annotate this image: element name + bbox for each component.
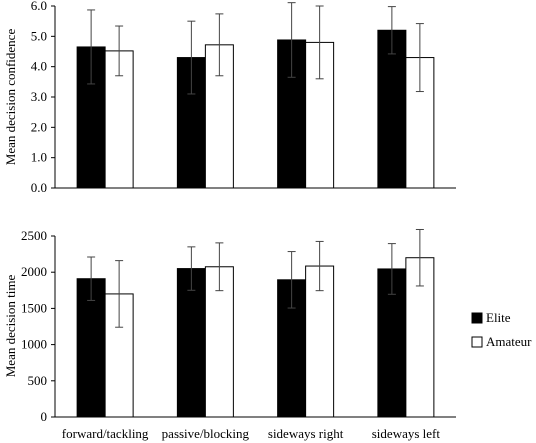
- legend-swatch: [471, 336, 483, 348]
- error-bar: [87, 9, 96, 85]
- error-bar: [287, 2, 296, 78]
- y-tick-label: 500: [28, 373, 48, 388]
- error-bar: [287, 251, 296, 309]
- error-bar: [415, 228, 424, 287]
- y-tick-label: 2000: [21, 264, 47, 279]
- y-axis-label: Mean decision confidence: [3, 29, 18, 166]
- error-bar: [215, 242, 224, 292]
- x-category-label: forward/tackling: [62, 426, 149, 441]
- y-tick-label: 1500: [21, 300, 47, 315]
- legend: Elite Amateur: [471, 310, 532, 349]
- error-bar: [315, 240, 324, 292]
- bar-amateur: [204, 266, 234, 418]
- y-tick-label: 2.0: [31, 119, 47, 134]
- bar-elite: [76, 278, 106, 418]
- decision-time-chart: 0 500 1000 1500 2000 2500 Mean decision time fo…: [3, 228, 456, 441]
- y-tick-label: 5.0: [31, 28, 47, 43]
- error-bar: [87, 256, 96, 301]
- error-bar: [187, 246, 196, 291]
- error-bar: [387, 6, 396, 55]
- legend-label: Elite: [486, 310, 511, 325]
- y-tick-label: 1000: [21, 337, 47, 352]
- y-tick-label: 4.0: [31, 59, 47, 74]
- y-tick-label: 0.0: [31, 180, 47, 195]
- y-tick-label: 6.0: [31, 0, 47, 13]
- y-tick-label: 2500: [21, 228, 47, 243]
- y-axis-label: Mean decision time: [3, 275, 18, 378]
- x-category-label: passive/blocking: [162, 426, 250, 441]
- legend-swatch: [471, 312, 483, 324]
- bar-elite: [377, 29, 407, 189]
- error-bar: [115, 25, 124, 77]
- error-bar: [215, 13, 224, 77]
- x-category-label: sideways right: [268, 426, 344, 441]
- legend-label: Amateur: [486, 334, 532, 349]
- y-tick-label: 1.0: [31, 150, 47, 165]
- error-bar: [115, 260, 124, 328]
- y-tick-label: 3.0: [31, 89, 47, 104]
- confidence-chart: 0.0 1.0 2.0 3.0 4.0 5.0 6.0 Mean decision confi…: [3, 0, 456, 195]
- bar-elite: [176, 268, 206, 418]
- error-bar: [415, 23, 424, 93]
- bar-amateur: [305, 265, 335, 418]
- error-bar: [387, 243, 396, 295]
- error-bar: [315, 5, 324, 80]
- error-bar: [187, 20, 196, 95]
- y-tick-label: 0: [41, 409, 48, 424]
- x-category-label: sideways left: [372, 426, 441, 441]
